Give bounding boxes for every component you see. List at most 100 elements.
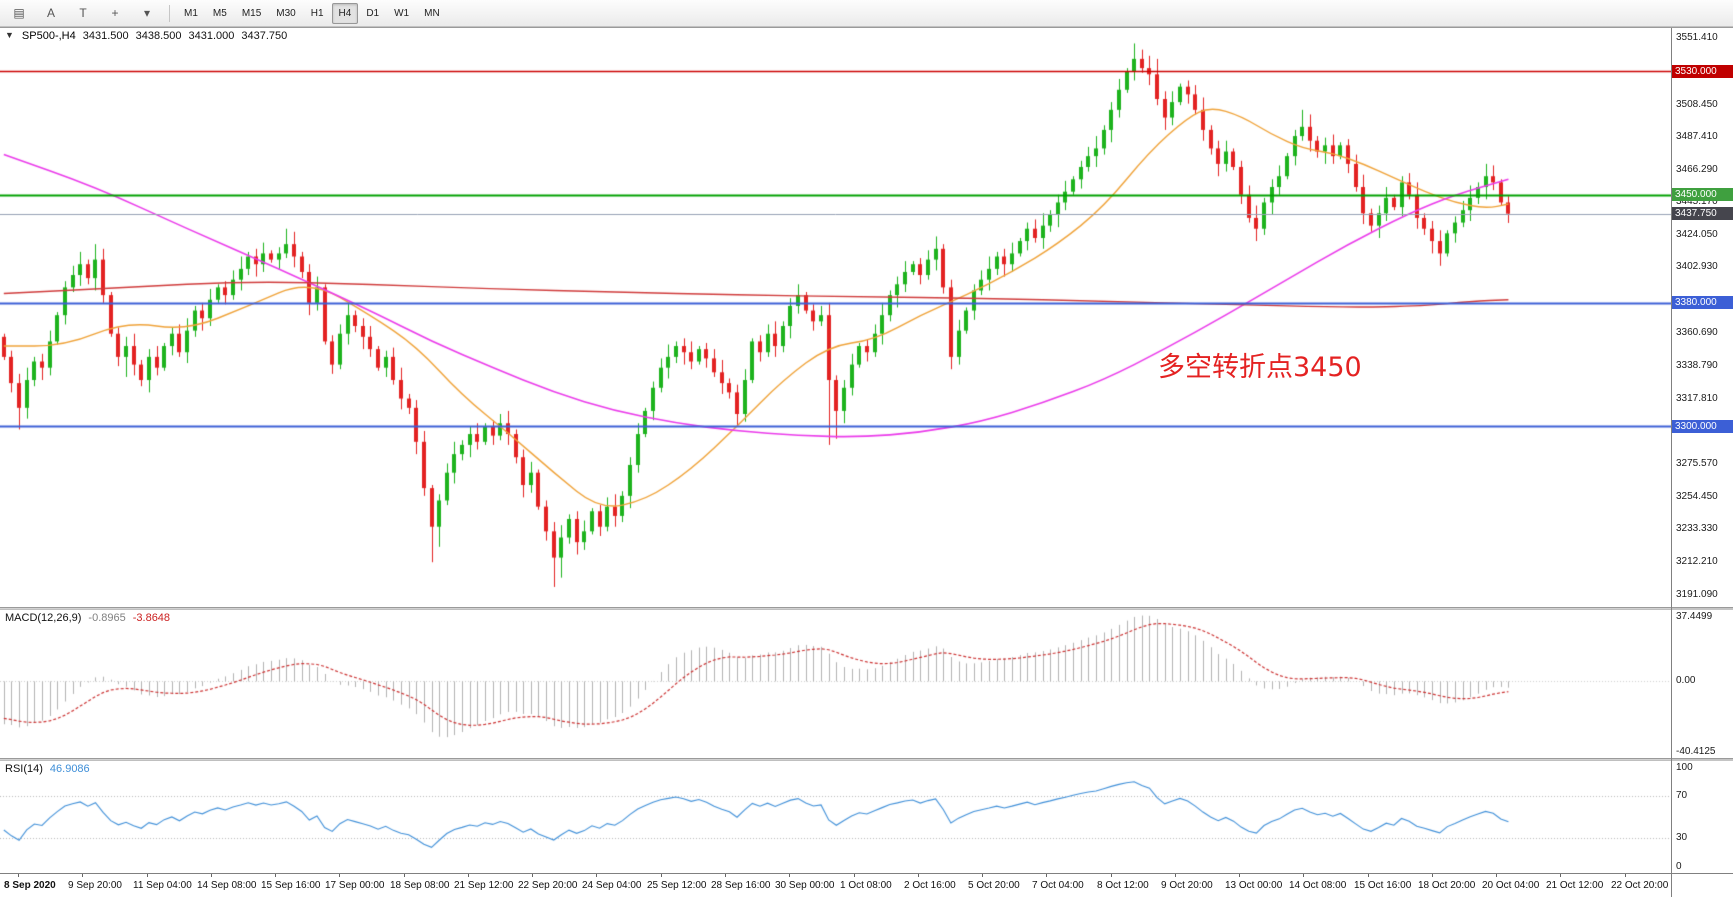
macd-axis-label: 37.4499 [1676, 611, 1713, 622]
time-axis-tick [854, 874, 855, 877]
time-axis-tick [532, 874, 533, 877]
price-axis-badge: 3300.000 [1672, 419, 1733, 433]
toolbar: ▤ A T + ▾ M1 M5 M15 M30 H1 H4 D1 W1 MN [0, 0, 1733, 27]
rsi-label: RSI(14) [5, 763, 43, 775]
panel-splitter[interactable] [0, 758, 1671, 761]
time-axis-label: 11 Sep 04:00 [133, 880, 192, 891]
rsi-value: 46.9086 [49, 763, 90, 775]
rsi-axis-label: 0 [1676, 861, 1682, 872]
macd-axis[interactable]: 37.4499 0.00 -40.4125 [1672, 610, 1733, 758]
price-axis-label: 3191.090 [1676, 588, 1718, 600]
rsi-axis[interactable]: 100 70 30 0 [1672, 761, 1733, 873]
price-axis-label: 3466.290 [1676, 163, 1718, 175]
toolbar-separator [169, 4, 170, 22]
macd-axis-label: 0.00 [1676, 675, 1696, 687]
axis-spacer [1672, 607, 1733, 610]
time-axis-label: 9 Sep 20:00 [68, 880, 122, 891]
time-axis-tick [596, 874, 597, 877]
crosshair-tool[interactable]: + [111, 6, 119, 20]
price-axis-label: 3360.690 [1676, 326, 1718, 338]
time-axis-label: 8 Sep 2020 [4, 880, 56, 891]
time-axis-label: 22 Oct 20:00 [1611, 880, 1669, 891]
timeframe-button-m30[interactable]: M30 [276, 7, 296, 19]
price-axis-badge: 3530.000 [1672, 64, 1733, 78]
time-axis-tick [275, 874, 276, 877]
time-axis-tick [1046, 874, 1047, 877]
time-axis[interactable]: 8 Sep 2020 9 Sep 20:00 11 Sep 04:00 14 Sep … [0, 873, 1671, 897]
price-axis-label: 3275.570 [1676, 458, 1718, 470]
chart-column: ▼ SP500-,H4 3431.500 3438.500 3431.000 3… [0, 28, 1671, 897]
time-axis-tick [982, 874, 983, 877]
time-axis-tick [404, 874, 405, 877]
axis-spacer [1672, 758, 1733, 761]
time-axis-label: 30 Sep 00:00 [775, 880, 835, 891]
timeframe-button-group: M1 M5 M15 M30 H1 H4 D1 W1 MN [177, 2, 447, 24]
macd-main-value: -0.8965 [88, 612, 126, 624]
time-axis-label: 28 Sep 16:00 [711, 880, 771, 891]
chart-header: ▼ SP500-,H4 3431.500 3438.500 3431.000 3… [5, 30, 287, 42]
price-axis-label: 3212.210 [1676, 555, 1718, 567]
time-axis-label: 20 Oct 04:00 [1482, 880, 1540, 891]
macd-label: MACD(12,26,9) [5, 612, 82, 624]
axis-column: 3551.410 3508.450 3487.410 3466.290 3445.170… [1671, 28, 1733, 897]
draw-tools-caret[interactable]: ▾ [143, 6, 151, 20]
time-axis-label: 25 Sep 12:00 [647, 880, 707, 891]
time-axis-tick [789, 874, 790, 877]
timeframe-button-m5[interactable]: M5 [212, 7, 227, 19]
timeframe-button-h4[interactable]: H4 [331, 2, 359, 24]
time-axis-label: 22 Sep 20:00 [518, 880, 578, 891]
timeframe-button-h1[interactable]: H1 [310, 7, 324, 19]
time-axis-label: 1 Oct 08:00 [840, 880, 892, 891]
time-axis-label: 18 Sep 08:00 [390, 880, 450, 891]
time-axis-tick [661, 874, 662, 877]
price-axis[interactable]: 3551.410 3508.450 3487.410 3466.290 3445.170… [1672, 28, 1733, 607]
time-axis-tick [1432, 874, 1433, 877]
charts-grid-icon[interactable]: ▤ [13, 6, 25, 20]
macd-canvas[interactable] [0, 610, 1671, 758]
rsi-axis-label: 100 [1676, 762, 1693, 773]
ohlc-open: 3431.500 [82, 30, 129, 42]
price-panel: ▼ SP500-,H4 3431.500 3438.500 3431.000 3… [0, 28, 1671, 607]
time-axis-tick [339, 874, 340, 877]
time-axis-tick [147, 874, 148, 877]
cursor-tool[interactable]: A [46, 6, 55, 20]
time-axis-label: 17 Sep 00:00 [325, 880, 385, 891]
price-axis-label: 3317.810 [1676, 392, 1718, 404]
rsi-canvas[interactable] [0, 761, 1671, 873]
time-axis-tick [1496, 874, 1497, 877]
chart-symbol-period: SP500-,H4 [21, 30, 76, 42]
price-axis-label: 3233.330 [1676, 523, 1718, 535]
chart-expander-icon[interactable]: ▼ [5, 30, 14, 40]
time-axis-label: 21 Sep 12:00 [454, 880, 514, 891]
price-axis-label: 3487.410 [1676, 130, 1718, 142]
text-tool[interactable]: T [79, 6, 87, 20]
price-chart-canvas[interactable] [0, 28, 1671, 607]
toolbar-icon-group: ▤ A T + ▾ [4, 2, 162, 24]
time-axis-label: 24 Sep 04:00 [582, 880, 642, 891]
time-axis-tick [918, 874, 919, 877]
time-axis-label: 9 Oct 20:00 [1161, 880, 1213, 891]
time-axis-label: 14 Sep 08:00 [197, 880, 257, 891]
time-axis-tick [1560, 874, 1561, 877]
timeframe-button-mn[interactable]: MN [424, 7, 440, 19]
price-axis-label: 3508.450 [1676, 98, 1718, 110]
time-axis-tick [211, 874, 212, 877]
rsi-panel: RSI(14) 46.9086 [0, 761, 1671, 873]
price-axis-label: 3424.050 [1676, 228, 1718, 240]
price-axis-label: 3445.170 [1676, 196, 1718, 208]
timeframe-button-d1[interactable]: D1 [366, 7, 380, 19]
time-axis-tick [82, 874, 83, 877]
panel-splitter[interactable] [0, 607, 1671, 610]
time-axis-label: 13 Oct 00:00 [1225, 880, 1283, 891]
timeframe-button-w1[interactable]: W1 [394, 7, 410, 19]
time-axis-label: 15 Oct 16:00 [1354, 880, 1412, 891]
ohlc-low: 3431.000 [188, 30, 235, 42]
macd-panel: MACD(12,26,9) -0.8965 -3.8648 [0, 610, 1671, 758]
time-axis-tick [1239, 874, 1240, 877]
time-axis-label: 18 Oct 20:00 [1418, 880, 1476, 891]
macd-signal-value: -3.8648 [132, 612, 171, 624]
timeframe-button-m15[interactable]: M15 [241, 7, 262, 19]
timeframe-button-m1[interactable]: M1 [184, 7, 198, 19]
ohlc-close: 3437.750 [241, 30, 288, 42]
rsi-header: RSI(14) 46.9086 [5, 763, 90, 775]
